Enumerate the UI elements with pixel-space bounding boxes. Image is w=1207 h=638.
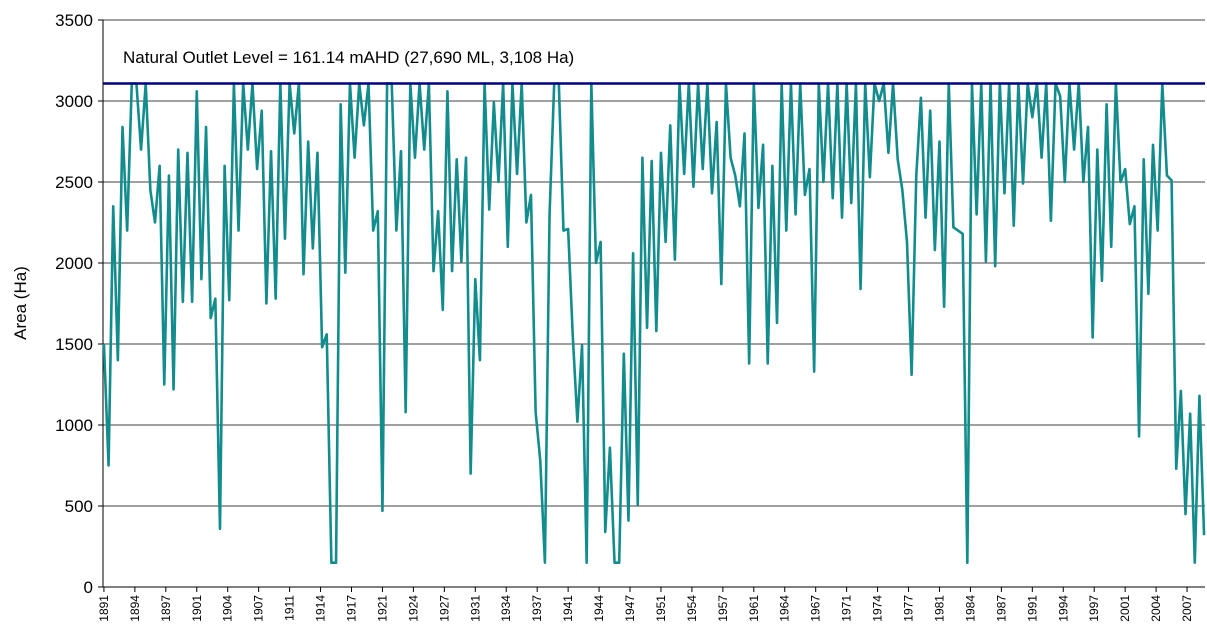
x-tick-label: 1941 [561,595,575,622]
y-tick-label: 3000 [55,92,93,111]
x-tick-label: 1964 [778,595,792,622]
x-tick-label: 1967 [809,595,823,622]
x-tick-label: 1927 [437,595,451,622]
x-tick-label: 1987 [994,595,1008,622]
x-tick-label: 1911 [283,595,297,621]
x-tick-label: 1934 [499,595,513,622]
y-axis-label: Area (Ha) [11,266,30,340]
x-tick-label: 1997 [1087,595,1101,622]
y-tick-label: 3500 [55,11,93,30]
x-tick-label: 1951 [654,595,668,622]
x-tick-label: 1954 [685,595,699,622]
x-tick-label: 1914 [314,595,328,622]
x-tick-label: 1917 [345,595,359,622]
y-tick-label: 0 [84,578,93,597]
x-tick-label: 2001 [1118,595,1132,622]
x-tick-label: 1947 [623,595,637,622]
x-tick-label: 1977 [902,595,916,622]
y-tick-label: 1000 [55,416,93,435]
x-tick-label: 2004 [1149,595,1163,622]
y-tick-label: 1500 [55,335,93,354]
x-tick-label: 1981 [932,595,946,622]
x-tick-label: 1957 [716,595,730,622]
x-tick-label: 1994 [1056,595,1070,622]
x-tick-label: 1937 [530,595,544,622]
x-tick-label: 1974 [871,595,885,622]
x-tick-label: 1897 [159,595,173,622]
x-tick-label: 1894 [128,595,142,622]
y-tick-label: 2000 [55,254,93,273]
x-tick-label: 1901 [190,595,204,622]
y-tick-label: 500 [65,497,93,516]
x-tick-label: 1984 [963,595,977,622]
x-tick-label: 1961 [747,595,761,622]
x-tick-label: 2007 [1180,595,1194,622]
y-tick-label: 2500 [55,173,93,192]
x-tick-label: 1991 [1025,595,1039,622]
x-tick-label: 1924 [406,595,420,622]
data-line [102,82,1206,564]
x-tick-label: 1921 [375,595,389,622]
x-tick-label: 1944 [592,595,606,622]
x-tick-label: 1907 [252,595,266,622]
x-tick-label: 1931 [468,595,482,622]
x-tick-label: 1904 [221,595,235,622]
reference-label: Natural Outlet Level = 161.14 mAHD (27,6… [123,48,574,67]
x-tick-label: 1891 [97,595,111,622]
x-tick-label: 1971 [840,595,854,622]
